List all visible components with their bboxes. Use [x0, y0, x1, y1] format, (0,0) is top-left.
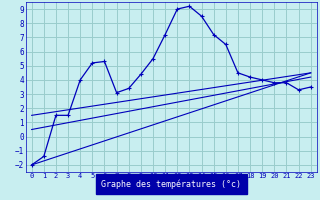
X-axis label: Graphe des températures (°c): Graphe des températures (°c) [101, 179, 241, 189]
